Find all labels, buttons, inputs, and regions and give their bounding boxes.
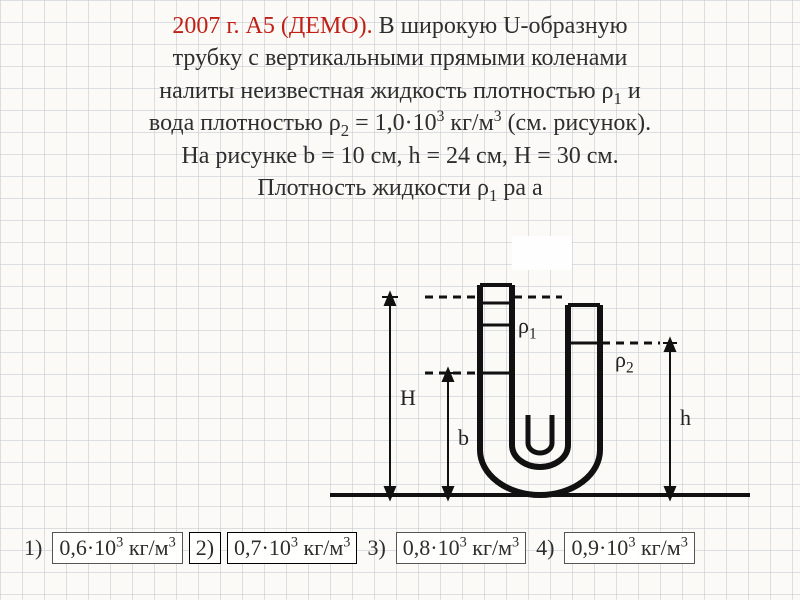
label-rho1: ρ1 <box>518 313 537 339</box>
q-l3-sub: 1 <box>614 89 622 108</box>
answer-option-2[interactable]: 0,7·103 кг/м3 <box>227 532 357 564</box>
label-h: h <box>680 405 691 431</box>
answer-num-3: 3) <box>363 535 389 561</box>
q-l4-sup2: 3 <box>494 108 502 125</box>
u-tube-svg <box>330 265 750 515</box>
answer-options: 1) 0,6·103 кг/м3 2) 0,7·103 кг/м3 3) 0,8… <box>20 532 780 564</box>
q-l6a: Плотность жидкости ρ <box>257 175 489 201</box>
q-l4a: вода плотностью ρ <box>149 110 341 136</box>
q-l4d: (см. рисунок). <box>502 110 652 136</box>
answer-num-4: 4) <box>532 535 558 561</box>
q-l6b: ра а <box>497 175 542 201</box>
answer-option-3[interactable]: 0,8·103 кг/м3 <box>396 532 526 564</box>
q-l3-tail: и <box>622 78 641 104</box>
question-text: 2007 г. А5 (ДЕМО). В широкую U-образную … <box>0 0 800 204</box>
q-l4-sub: 2 <box>341 121 349 140</box>
q-l5: На рисунке b = 10 см, h = 24 см, H = 30 … <box>181 143 618 169</box>
occlusion-patch <box>512 236 572 270</box>
question-lead: 2007 г. А5 (ДЕМО). <box>172 13 372 39</box>
q-l4b: = 1,0·10 <box>349 110 437 136</box>
q-l2: трубку с вертикальными прямыми коленами <box>173 45 628 71</box>
answer-option-4[interactable]: 0,9·103 кг/м3 <box>564 532 694 564</box>
label-H: H <box>400 385 416 411</box>
answer-num-1: 1) <box>20 535 46 561</box>
q-l3: налиты неизвестная жидкость плотностью ρ <box>159 78 613 104</box>
q-l4c: кг/м <box>444 110 493 136</box>
q-l1: В широкую U-образную <box>373 13 628 39</box>
answer-option-1[interactable]: 0,6·103 кг/м3 <box>52 532 182 564</box>
label-b: b <box>458 425 469 451</box>
answer-num-2-box: 2) <box>189 532 221 564</box>
label-rho2: ρ2 <box>615 347 634 373</box>
u-tube-diagram: ρ1 ρ2 H b h <box>330 265 750 515</box>
